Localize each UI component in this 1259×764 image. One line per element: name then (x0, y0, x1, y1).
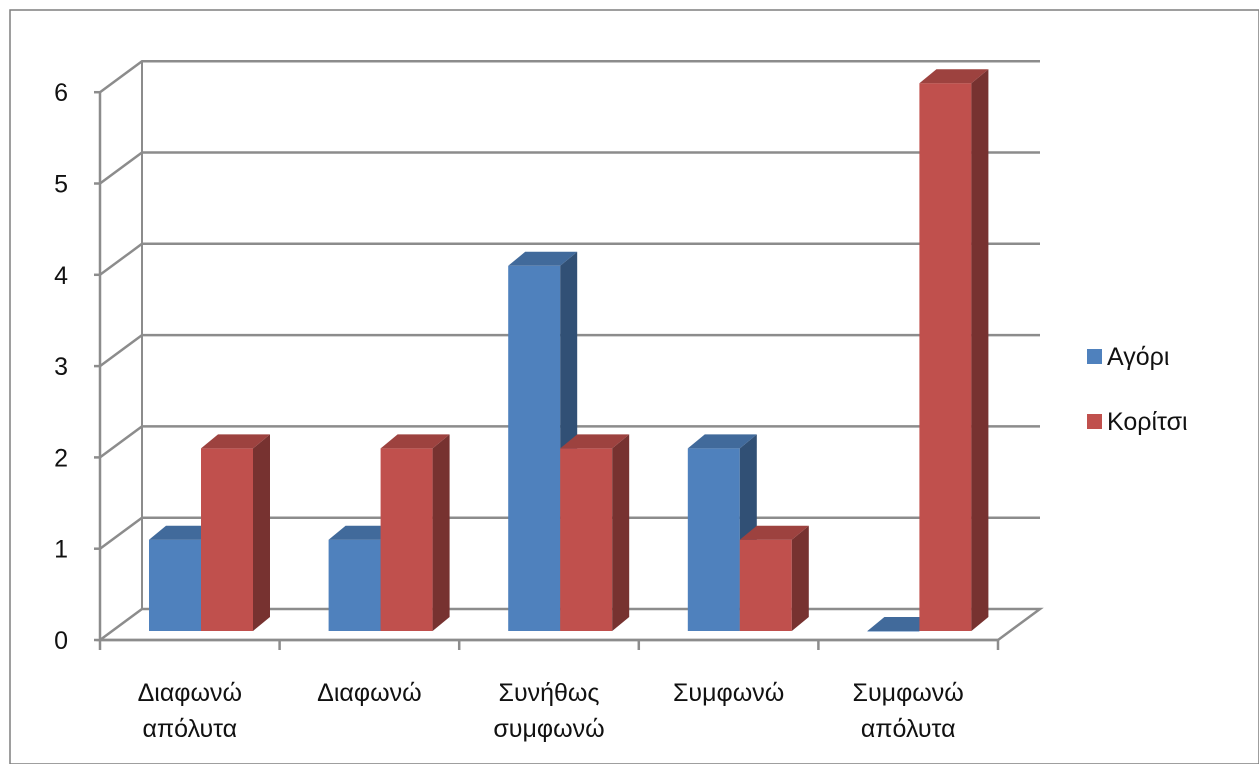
x-category-label: Συμφωνώ (673, 679, 784, 707)
y-tick-label: 4 (54, 262, 68, 290)
bar-top (328, 525, 398, 540)
y-tick-label: 0 (54, 627, 68, 655)
y-tick-label: 5 (54, 171, 68, 199)
bar (739, 525, 809, 631)
bar-front (508, 265, 561, 631)
bar-top (560, 434, 630, 449)
chart-border (9, 9, 1259, 764)
bar-side (791, 525, 809, 631)
bar-front (687, 448, 740, 631)
bar-side (253, 434, 270, 631)
legend-label: Κορίτσι (1107, 408, 1188, 436)
axes (94, 61, 1000, 650)
y-tick-label: 2 (54, 444, 68, 472)
bar-front (867, 631, 920, 632)
bar-side (612, 434, 630, 631)
legend: Αγόρι Κορίτσι (1087, 343, 1188, 436)
bar (201, 434, 270, 631)
bar-top (739, 525, 809, 540)
bar-top (380, 434, 450, 449)
x-category-label: Συμφωνώ απόλυτα (853, 679, 964, 743)
legend-swatch (1087, 349, 1102, 364)
bar-front (201, 448, 253, 631)
bar-top (687, 434, 757, 449)
y-tick-label: 1 (54, 536, 68, 564)
bar-top (919, 69, 989, 84)
bar-front (919, 83, 972, 631)
legend-swatch (1087, 414, 1102, 429)
bar-front (328, 539, 381, 631)
bar-top (149, 525, 218, 540)
bar-front (560, 448, 613, 631)
bar-front (739, 539, 792, 631)
bar-top (201, 434, 270, 449)
x-category-labels: Διαφωνώ απόλυτα Διαφωνώ Συνήθως συμφωνώ Συμφω… (138, 679, 964, 743)
legend-label: Αγόρι (1107, 343, 1169, 371)
x-category-label: Διαφωνώ απόλυτα (138, 679, 242, 743)
bar-side (432, 434, 450, 631)
bars (149, 69, 989, 632)
bar (560, 434, 630, 631)
y-tick-labels: 0 1 2 3 4 5 6 (54, 79, 68, 655)
y-tick-label: 6 (54, 79, 68, 107)
bar-side (971, 69, 989, 631)
bar-top (508, 251, 578, 266)
x-category-label: Συνήθως συμφωνώ (493, 679, 604, 743)
bar (919, 69, 989, 631)
bar (867, 617, 937, 632)
bar-front (149, 539, 201, 631)
y-tick-label: 3 (54, 353, 68, 381)
bar (380, 434, 450, 631)
bar-front (380, 448, 433, 631)
bar-top (867, 617, 937, 631)
x-category-label: Διαφωνώ (317, 679, 421, 707)
